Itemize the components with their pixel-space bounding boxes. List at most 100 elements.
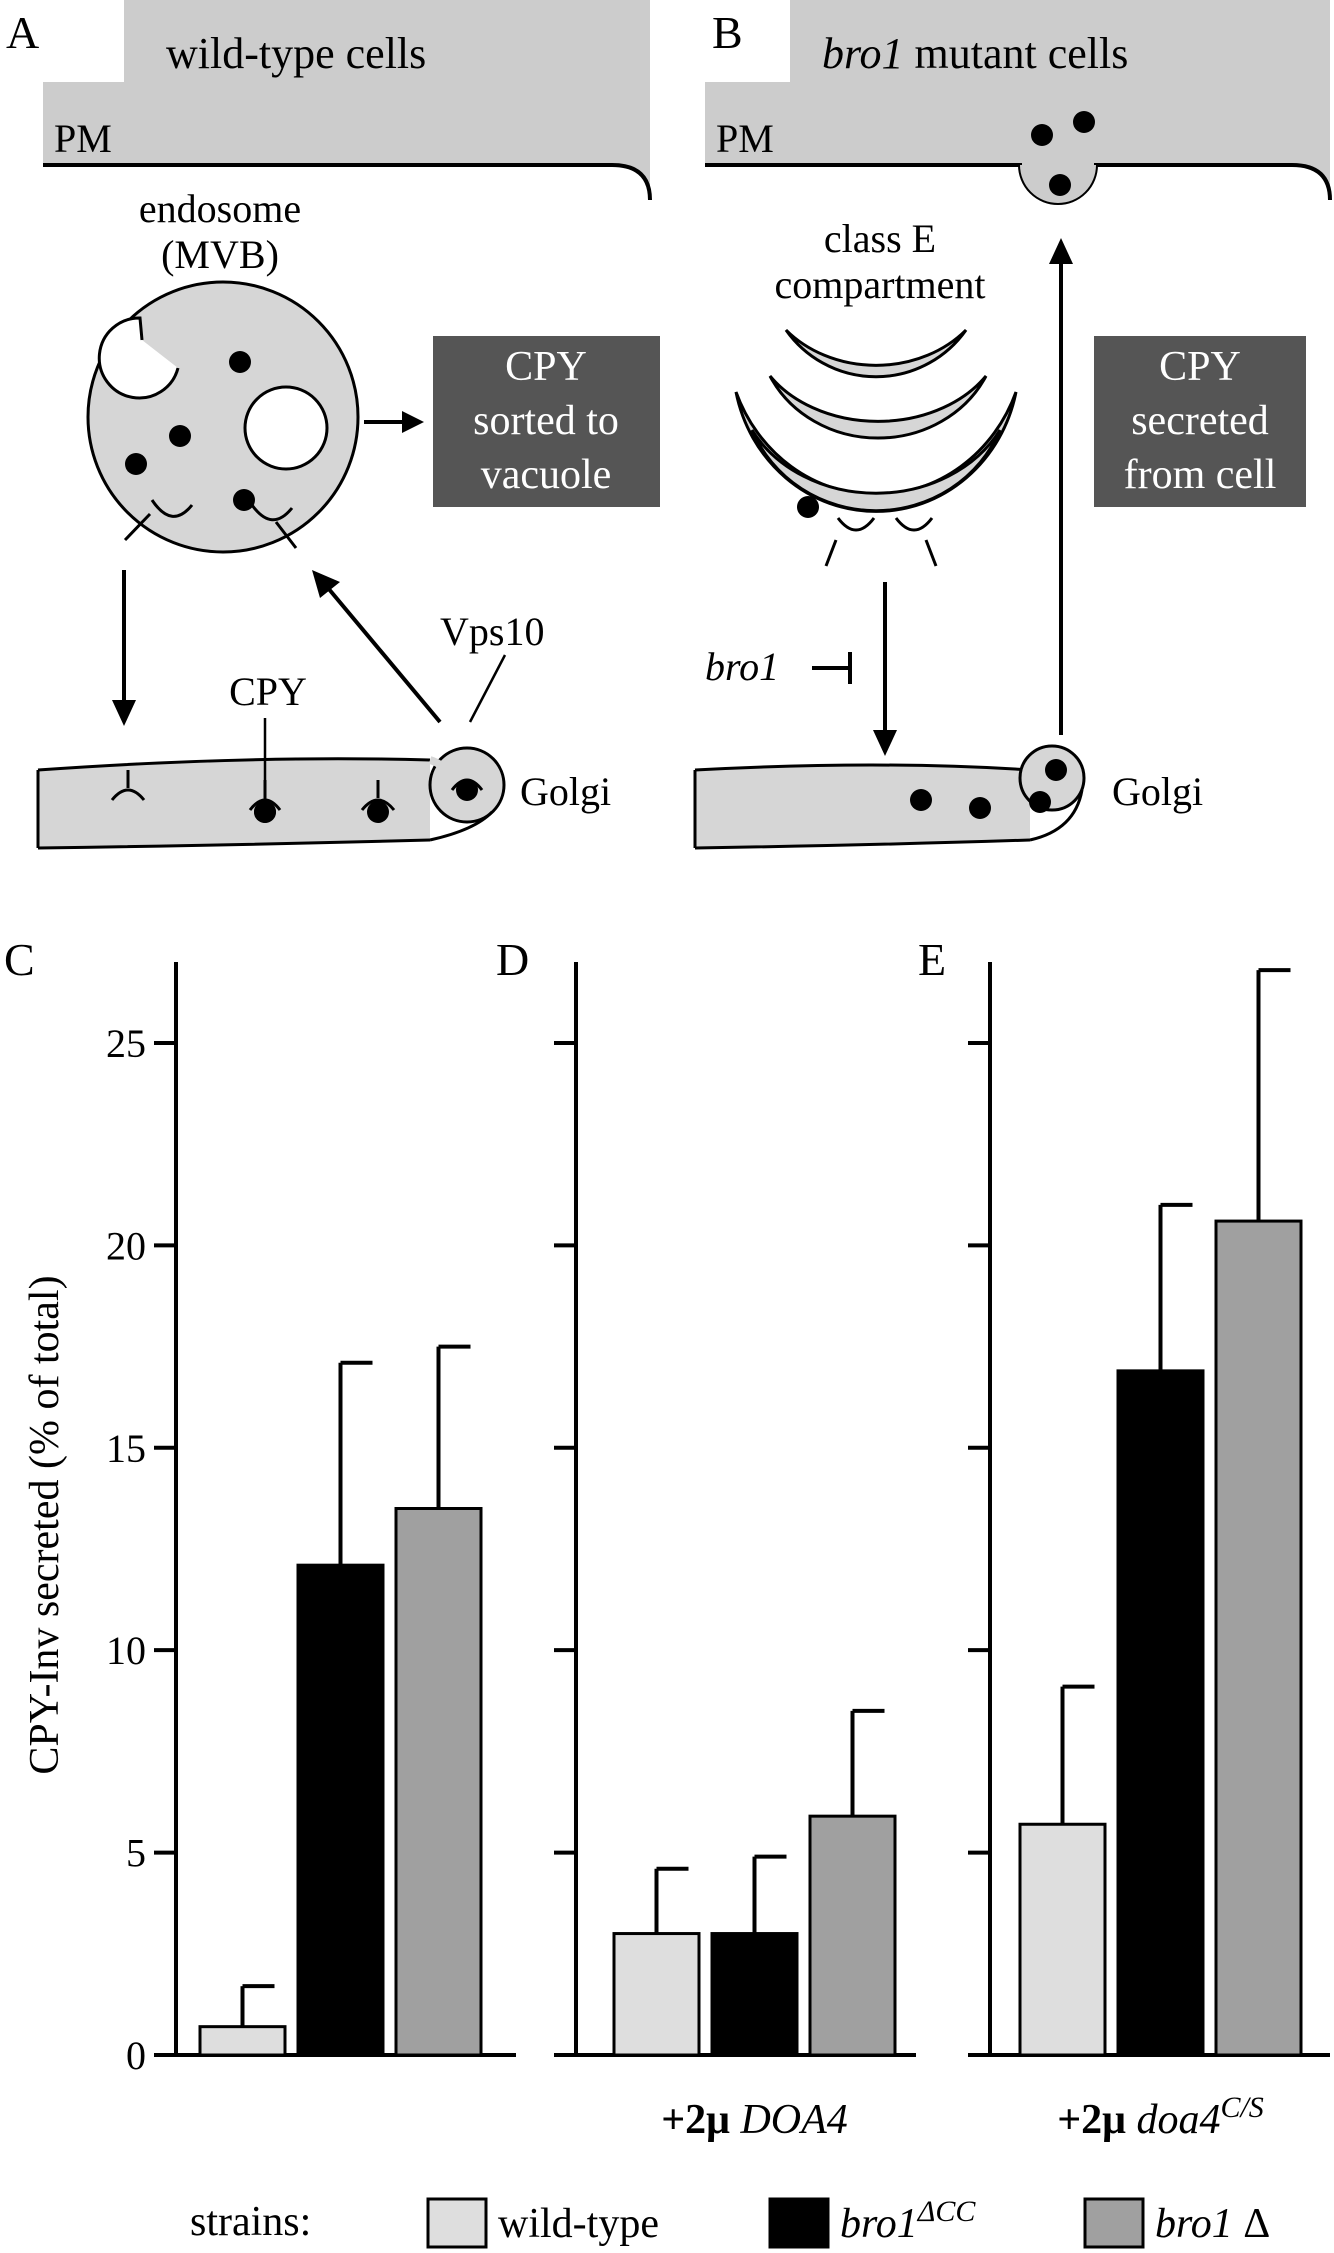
bar-bro1-ΔCC bbox=[1116, 1369, 1205, 2057]
panel-a-diagram: A wild-type cells PM endosome (MVB) CPY … bbox=[6, 0, 660, 850]
cpy-dot bbox=[169, 425, 191, 447]
class-e-cisterna bbox=[768, 375, 988, 440]
legend-swatch bbox=[1083, 2197, 1145, 2249]
golgi-outline bbox=[429, 810, 494, 842]
panel-c-letter: C bbox=[4, 934, 35, 985]
chart-panel-e: E +2μ doa4C/S bbox=[918, 934, 1330, 2143]
compartment-label: compartment bbox=[774, 262, 985, 307]
cpy-dot bbox=[910, 789, 932, 811]
cpy-secreted-box bbox=[1094, 336, 1306, 507]
panel-b-title: bro1 mutant cells bbox=[822, 29, 1128, 78]
panel-e-letter: E bbox=[918, 934, 946, 985]
vps10-label: Vps10 bbox=[440, 609, 544, 654]
y-tick-label: 25 bbox=[106, 1021, 146, 1066]
golgi-outline bbox=[37, 757, 431, 772]
bar-bro1-Δ bbox=[394, 1507, 483, 2057]
y-tick-label: 5 bbox=[126, 1831, 146, 1876]
legend-entry-label: bro1 Δ bbox=[1155, 2201, 1270, 2247]
legend-text: Δ bbox=[1233, 2201, 1271, 2247]
cpy-label: CPY bbox=[229, 669, 307, 714]
legend: strains: wild-type bro1ΔCC bro1 Δ bbox=[190, 2195, 1270, 2249]
y-axis-label: CPY-Inv secreted (% of total) bbox=[22, 1275, 68, 1774]
pm-label-b: PM bbox=[716, 116, 774, 161]
legend-entry-label: bro1ΔCC bbox=[840, 2195, 976, 2247]
y-tick-label: 15 bbox=[106, 1426, 146, 1471]
mvb-label: (MVB) bbox=[161, 232, 279, 277]
vps10-receptor bbox=[360, 798, 396, 811]
chart-panel-d: D +2μ DOA4 bbox=[496, 934, 916, 2143]
vps10-receptor bbox=[450, 778, 484, 791]
x-axis-label: +2μ doa4C/S bbox=[1057, 2091, 1264, 2143]
golgi-label-b: Golgi bbox=[1112, 769, 1203, 814]
legend-text: wild-type bbox=[498, 2201, 659, 2247]
vps10-receptor bbox=[894, 517, 934, 532]
bar-bro1-ΔCC bbox=[710, 1932, 799, 2057]
plasma-membrane-line-b bbox=[705, 163, 1332, 205]
vps10-receptor bbox=[250, 504, 294, 522]
panel-a-letter: A bbox=[6, 7, 39, 58]
x-axis-label: +2μ DOA4 bbox=[661, 2097, 848, 2143]
cell-membrane-region bbox=[43, 0, 650, 200]
cpy-dot bbox=[1029, 791, 1051, 813]
receptor-tail bbox=[824, 539, 838, 567]
x-label-sup: C/S bbox=[1220, 2091, 1263, 2124]
arrowhead bbox=[112, 700, 136, 726]
receptor-tail bbox=[924, 539, 938, 567]
vps10-receptor bbox=[150, 499, 194, 518]
arrowhead bbox=[402, 411, 424, 433]
y-tick-label: 20 bbox=[106, 1223, 146, 1268]
cpy-secreted-box-line: from cell bbox=[1124, 452, 1277, 498]
vps10-receptor bbox=[110, 788, 146, 801]
cpy-sorted-box-line: CPY bbox=[505, 344, 587, 390]
budding-vesicle bbox=[97, 316, 180, 400]
cpy-secreted-box-line: secreted bbox=[1131, 398, 1269, 444]
pm-label: PM bbox=[54, 116, 112, 161]
bar-bro1-Δ bbox=[808, 1814, 897, 2057]
golgi-body bbox=[38, 758, 430, 848]
endosome-mvb bbox=[86, 280, 360, 554]
legend-sup: ΔCC bbox=[917, 2195, 977, 2228]
legend-entry-label: wild-type bbox=[498, 2201, 659, 2247]
cell-membrane-region-b bbox=[705, 0, 1330, 200]
golgi-label-a: Golgi bbox=[520, 769, 611, 814]
arrow-golgi-to-endosome bbox=[326, 586, 442, 724]
y-tick-label: 10 bbox=[106, 1628, 146, 1673]
cpy-dot bbox=[125, 453, 147, 475]
cpy-dot bbox=[254, 801, 276, 823]
cpy-sorted-box-line: vacuole bbox=[481, 452, 612, 498]
x-label-gene: DOA4 bbox=[739, 2097, 847, 2143]
endosome-label: endosome bbox=[139, 186, 301, 231]
receptor-tail bbox=[274, 521, 298, 549]
secreted-cpy-dot bbox=[1031, 124, 1053, 146]
panel-d-letter: D bbox=[496, 934, 529, 985]
cpy-secreted-box-line: CPY bbox=[1159, 344, 1241, 390]
class-e-cisterna bbox=[784, 328, 968, 379]
bar-wild-type bbox=[198, 2025, 287, 2057]
legend-swatch bbox=[426, 2197, 488, 2249]
cpy-sorted-box-line: sorted to bbox=[473, 398, 619, 444]
cpy-dot bbox=[456, 779, 478, 801]
bro1-inhibitor-label: bro1 bbox=[705, 644, 779, 689]
golgi-outline bbox=[694, 838, 1031, 850]
x-label-prefix: +2μ bbox=[661, 2097, 740, 2143]
vps10-pointer bbox=[468, 654, 507, 723]
cpy-dot bbox=[367, 801, 389, 823]
y-tick-label: 0 bbox=[126, 2033, 146, 2078]
bar-wild-type bbox=[612, 1932, 701, 2057]
plasma-membrane-line bbox=[43, 163, 652, 201]
panel-a-title: wild-type cells bbox=[166, 29, 426, 78]
chart-panel-c: C 0 5 10 15 20 25 CPY-Inv secreted (% of total) bbox=[4, 934, 516, 2078]
arrowhead bbox=[873, 730, 897, 756]
cpy-dot bbox=[229, 351, 251, 373]
bar-charts: C 0 5 10 15 20 25 CPY-Inv secreted (% of total)… bbox=[4, 934, 1330, 2143]
golgi-outline bbox=[1029, 789, 1084, 842]
golgi-outline bbox=[694, 763, 1031, 772]
secreted-cpy-dot bbox=[1049, 174, 1071, 196]
cpy-dot bbox=[969, 797, 991, 819]
cpy-sorted-box bbox=[433, 336, 660, 507]
panel-b-diagram: B bro1 mutant cells PM class E compartme… bbox=[693, 0, 1332, 850]
legend-swatch bbox=[768, 2197, 830, 2249]
secreted-cpy-dot bbox=[1073, 111, 1095, 133]
bar-wild-type bbox=[1018, 1822, 1107, 2057]
